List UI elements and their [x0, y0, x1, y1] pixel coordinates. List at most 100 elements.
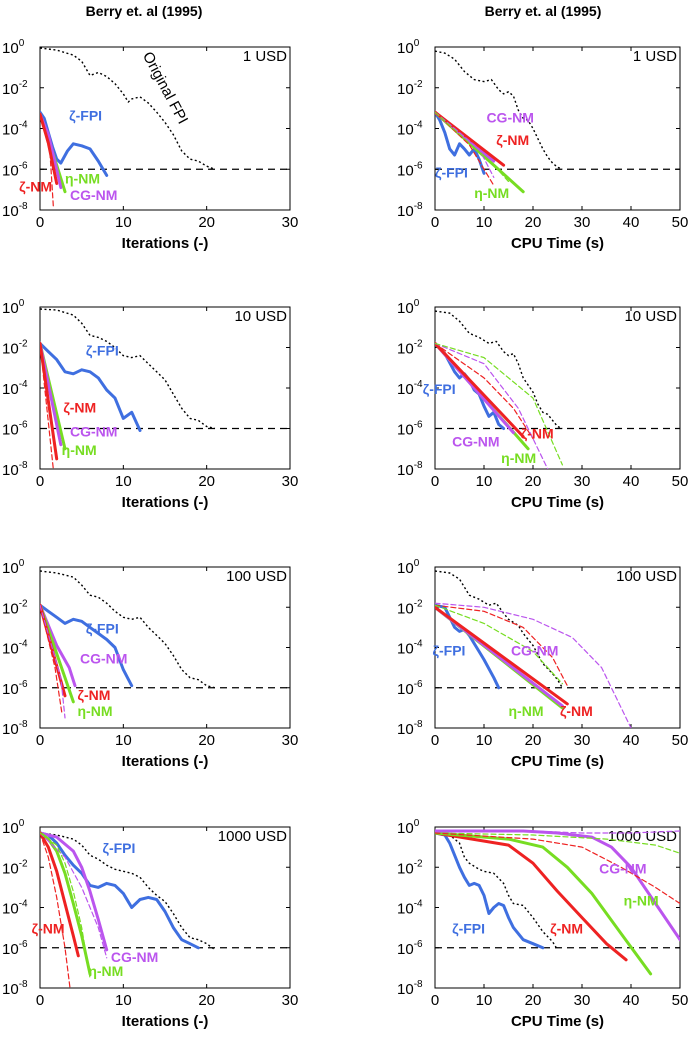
x-tick-label: 30 [282, 473, 299, 490]
y-tick-label: 10-4 [397, 120, 423, 139]
series-line-original-fpi [40, 308, 216, 430]
method-label-fpi: ζ-FPI [452, 921, 485, 937]
y-tick-label: 10-2 [397, 339, 423, 358]
chart-panel-5: 0 10 20 30 100 10-2 10-4 10-6 10-8 Iterations (-)… [2, 558, 298, 770]
series-line-nm-tol [40, 342, 54, 469]
method-label-fpi: ζ-FPI [435, 164, 468, 180]
y-tick-label: 10-2 [397, 598, 423, 617]
chart-panel-2: 0 10 20 30 40 50 100 10-2 10-4 10-6 10-8 CPU Time (… [397, 38, 688, 252]
x-tick-label: 30 [282, 732, 299, 749]
y-tick-label: 10-6 [2, 939, 28, 958]
y-tick-label: 10-8 [397, 201, 423, 220]
method-label-cg: CG-NM [599, 860, 646, 876]
x-axis-label: CPU Time (s) [511, 753, 604, 770]
series-line-nm-tol [40, 113, 54, 207]
x-tick-label: 40 [623, 732, 640, 749]
series-line-nm [435, 831, 628, 962]
y-tick-label: 100 [397, 558, 420, 577]
series-line-original-fpi [435, 50, 563, 170]
series-line-cg-nm [435, 829, 680, 942]
x-tick-label: 30 [574, 732, 591, 749]
series-line-nm-tol [435, 342, 534, 440]
series-line-nm [435, 341, 525, 439]
x-tick-label: 10 [115, 732, 132, 749]
method-label-orig: Original FPI [139, 49, 191, 127]
series-line-cg-nm-tol [40, 604, 66, 719]
axes-frame [434, 46, 681, 211]
series-line-original-fpi [435, 310, 563, 430]
y-tick-label: 10-4 [2, 639, 28, 658]
y-tick-label: 10-6 [397, 939, 423, 958]
x-tick-label: 30 [574, 473, 591, 490]
method-label-znm: ζ-NM [19, 179, 52, 195]
x-tick-label: 30 [282, 214, 299, 231]
series-line-nm [40, 341, 59, 461]
y-tick-label: 10-6 [2, 420, 28, 439]
x-tick-label: 10 [115, 473, 132, 490]
y-tick-label: 100 [2, 298, 25, 317]
column-title-left: Berry et. al (1995) [86, 3, 203, 19]
series-line-nm [435, 831, 653, 976]
x-tick-label: 40 [623, 214, 640, 231]
x-tick-label: 10 [476, 992, 493, 1009]
method-label-eta: η-NM [88, 963, 123, 979]
x-tick-label: 10 [476, 473, 493, 490]
method-label-znm: ζ-NM [78, 687, 111, 703]
plot-area [435, 310, 680, 469]
series-line-nm-tol [435, 342, 563, 466]
x-tick-label: 0 [431, 992, 439, 1009]
method-label-eta: η-NM [78, 703, 113, 719]
axes-frame [39, 826, 291, 989]
x-axis-label: CPU Time (s) [511, 235, 604, 252]
method-label-fpi: ζ-FPI [69, 107, 102, 123]
method-label-znm: ζ-NM [550, 921, 583, 937]
method-label-znm: ζ-NM [560, 703, 593, 719]
y-tick-label: 10-6 [2, 160, 28, 179]
method-label-cg: CG-NM [452, 434, 499, 450]
method-label-znm: ζ-NM [63, 399, 96, 415]
y-tick-label: 10-8 [397, 979, 423, 998]
panel-title: 100 USD [616, 568, 677, 585]
y-tick-label: 10-2 [397, 79, 423, 98]
method-label-eta: η-NM [624, 892, 659, 908]
x-tick-label: 50 [672, 732, 689, 749]
y-tick-label: 100 [2, 558, 25, 577]
y-tick-label: 10-6 [397, 679, 423, 698]
y-tick-label: 10-2 [397, 858, 423, 877]
x-axis-label: CPU Time (s) [511, 494, 604, 511]
series-line-fpi [40, 341, 142, 432]
y-tick-label: 10-8 [2, 460, 28, 479]
y-tick-label: 10-6 [397, 160, 423, 179]
plot-area [435, 829, 680, 976]
y-tick-label: 10-4 [397, 639, 423, 658]
series-line-fpi [435, 110, 486, 175]
x-tick-label: 10 [115, 214, 132, 231]
x-tick-label: 50 [672, 214, 689, 231]
series-line-original-fpi [40, 47, 216, 170]
series-line-fpi [40, 831, 200, 950]
series-line-cg-nm-tol [435, 830, 680, 834]
y-tick-label: 10-8 [2, 719, 28, 738]
y-tick-label: 10-2 [2, 79, 28, 98]
plot-area [40, 308, 290, 469]
y-tick-label: 10-2 [2, 339, 28, 358]
x-tick-label: 0 [431, 732, 439, 749]
x-tick-label: 40 [623, 473, 640, 490]
x-tick-label: 0 [36, 473, 44, 490]
method-label-fpi: ζ-FPI [423, 381, 456, 397]
y-tick-label: 10-2 [2, 598, 28, 617]
method-label-cg: CG-NM [111, 949, 158, 965]
x-tick-label: 20 [525, 214, 542, 231]
y-tick-label: 10-4 [397, 899, 423, 918]
x-tick-label: 20 [198, 992, 215, 1009]
method-label-cg: CG-NM [511, 643, 558, 659]
x-tick-label: 40 [623, 992, 640, 1009]
y-tick-label: 10-2 [2, 858, 28, 877]
y-tick-label: 10-8 [397, 719, 423, 738]
x-tick-label: 0 [36, 214, 44, 231]
panel-title: 1000 USD [218, 828, 287, 845]
x-tick-label: 20 [525, 732, 542, 749]
method-label-eta: η-NM [474, 185, 509, 201]
series-line-nm-tol [435, 832, 680, 854]
